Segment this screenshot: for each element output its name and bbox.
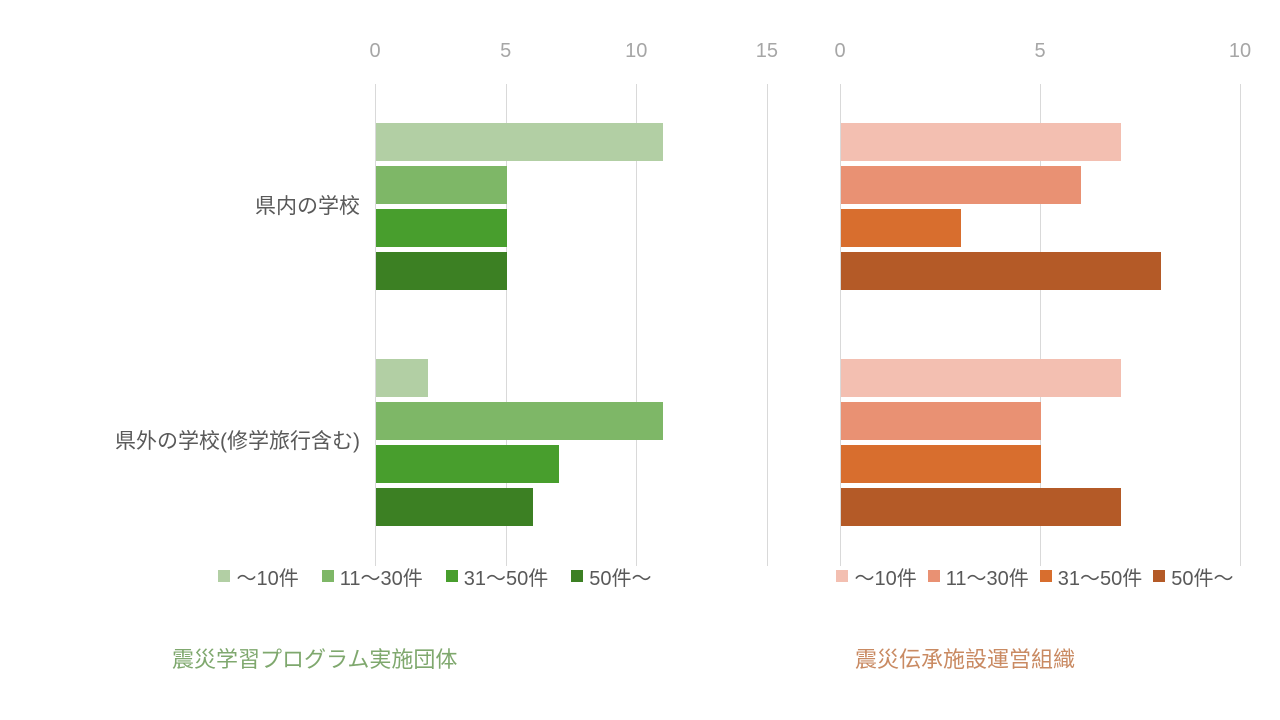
legend-swatch-icon — [1153, 570, 1166, 582]
x-axis-tick-label: 5 — [1034, 40, 1046, 62]
legend: ～10件 11～30件 31～50件 50件～ — [815, 562, 1255, 590]
legend: ～10件 11～30件 31～50件 50件～ — [195, 562, 675, 590]
bar-series-1-category-0 — [841, 166, 1081, 204]
bar-series-3-category-0 — [376, 252, 507, 290]
legend-item: 11～30件 — [321, 562, 423, 591]
legend-item: 31～50件 — [445, 562, 549, 591]
legend-swatch-icon — [1039, 570, 1052, 582]
legend-label: 31～50件 — [463, 567, 549, 590]
gridline — [766, 84, 768, 566]
bar-series-1-category-1 — [841, 402, 1041, 440]
legend-label: ～10件 — [854, 567, 917, 590]
x-axis-tick-label: 10 — [625, 40, 648, 62]
chart-title-right: 震災伝承施設運営組織 — [855, 647, 1076, 672]
gridline — [1240, 84, 1241, 566]
legend-swatch-icon — [571, 570, 584, 582]
legend-label: 50件～ — [1171, 567, 1234, 590]
legend-item: 50件～ — [571, 562, 652, 591]
legend-item: 11～30件 — [927, 562, 1029, 591]
gridline — [505, 84, 507, 566]
legend-swatch-icon — [836, 570, 849, 582]
legend-label: 31～50件 — [1057, 567, 1143, 590]
bar-series-1-category-0 — [376, 166, 507, 204]
bar-series-2-category-1 — [841, 445, 1041, 483]
gridline — [636, 84, 638, 566]
bar-series-2-category-1 — [376, 445, 559, 483]
x-axis-tick-label: 0 — [834, 40, 846, 62]
legend-item: 50件～ — [1153, 562, 1234, 591]
legend-item: ～10件 — [836, 562, 917, 591]
bar-series-0-category-0 — [841, 123, 1121, 161]
x-axis-tick-label: 10 — [1228, 40, 1252, 62]
legend-swatch-icon — [321, 570, 334, 582]
gridline — [1040, 84, 1041, 566]
gridline — [840, 84, 841, 566]
gridline — [375, 84, 376, 566]
legend-label: 11～30件 — [945, 567, 1029, 590]
bar-series-3-category-1 — [376, 488, 533, 526]
category-label-inside-prefecture: 県内の学校 — [255, 195, 360, 218]
category-label-outside-prefecture: 県外の学校(修学旅行含む) — [115, 430, 360, 453]
legend-swatch-icon — [927, 570, 940, 582]
legend-label: 50件～ — [589, 567, 652, 590]
bar-series-0-category-1 — [376, 359, 429, 397]
legend-label: 11～30件 — [339, 567, 423, 590]
bar-series-2-category-0 — [376, 209, 507, 247]
bar-series-1-category-1 — [376, 402, 664, 440]
x-axis-tick-label: 5 — [500, 40, 512, 62]
bar-series-3-category-0 — [841, 252, 1161, 290]
bar-series-0-category-0 — [376, 123, 664, 161]
legend-swatch-icon — [218, 570, 231, 582]
bar-series-3-category-1 — [841, 488, 1121, 526]
x-axis-tick-label: 15 — [755, 40, 778, 62]
legend-swatch-icon — [445, 570, 458, 582]
chart-title-left: 震災学習プログラム実施団体 — [172, 647, 458, 672]
legend-item: 31～50件 — [1039, 562, 1143, 591]
bar-series-2-category-0 — [841, 209, 961, 247]
legend-label: ～10件 — [236, 567, 299, 590]
bar-series-0-category-1 — [841, 359, 1121, 397]
x-axis-tick-label: 0 — [369, 40, 381, 62]
legend-item: ～10件 — [218, 562, 299, 591]
